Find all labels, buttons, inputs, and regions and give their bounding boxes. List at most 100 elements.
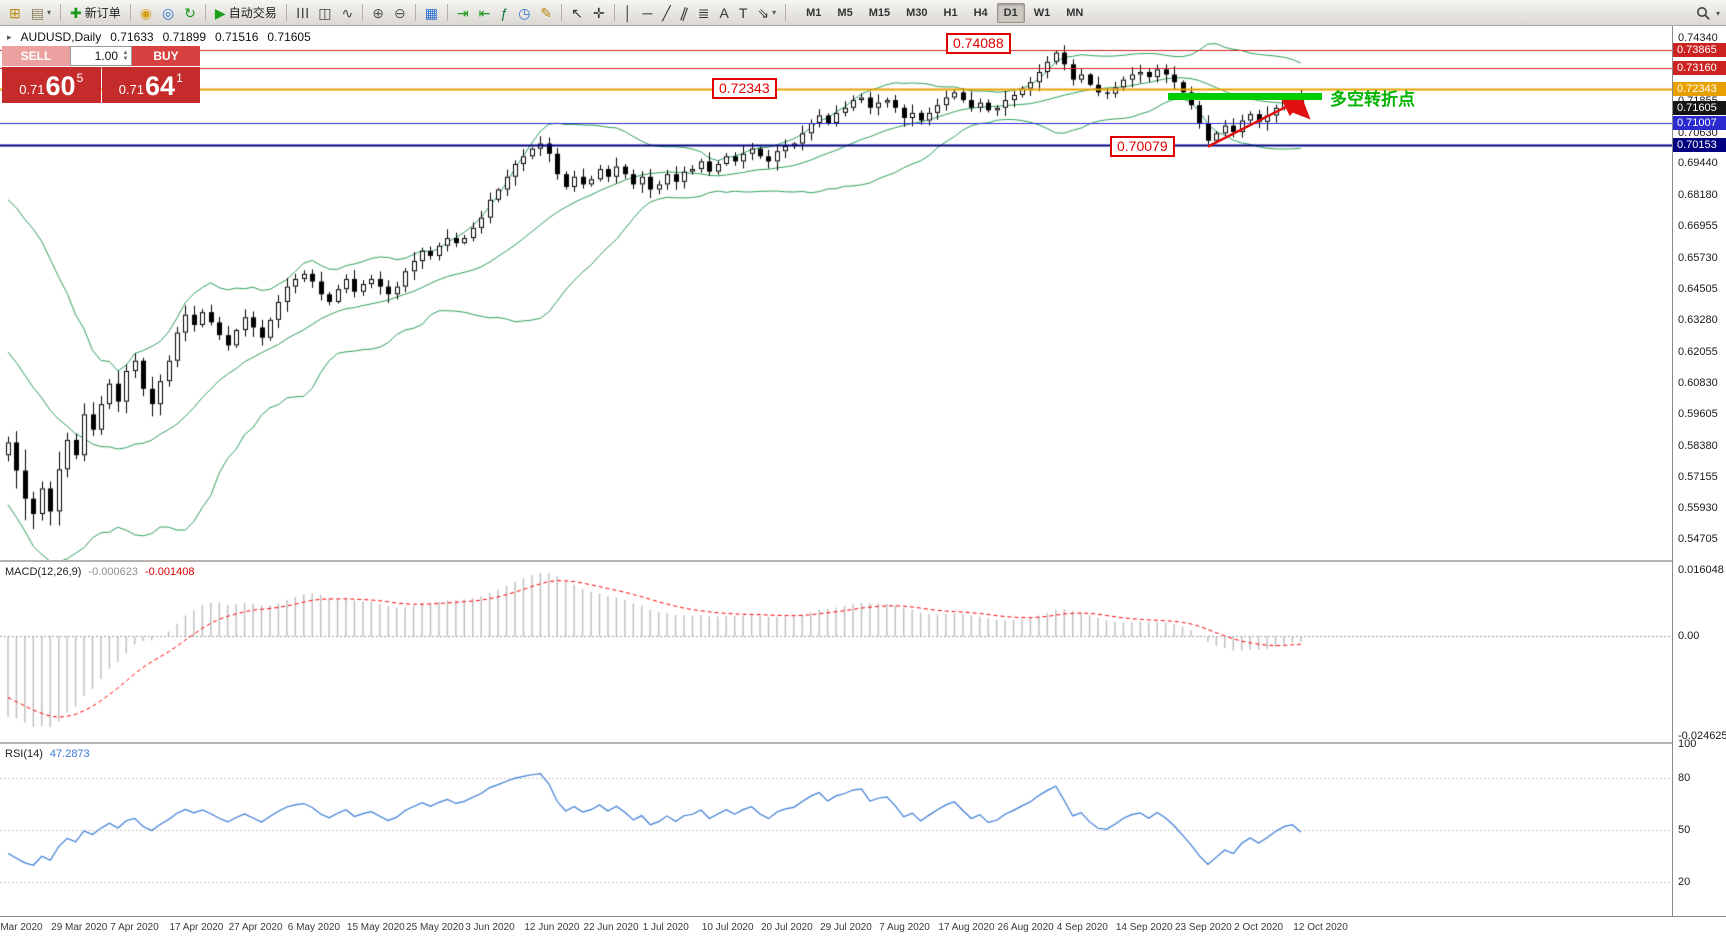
deposit-icon[interactable]: ◉ xyxy=(135,1,157,24)
cursor-icon[interactable]: ↖ xyxy=(566,1,588,24)
buy-price-pips: 64 xyxy=(145,71,176,101)
price-scale-label: 0.54705 xyxy=(1678,533,1718,546)
zoom-in-icon[interactable]: ⊕ xyxy=(367,1,389,24)
autotrading-button-label: 自动交易 xyxy=(228,6,277,20)
date-label: 26 Aug 2020 xyxy=(997,922,1054,933)
autoscroll-icon[interactable]: ⇥ xyxy=(452,1,474,24)
volume-field[interactable]: 1.00 ▲ ▼ xyxy=(70,46,132,66)
new-order-button-label: 新订单 xyxy=(84,6,121,20)
indicators-icon[interactable]: ƒ xyxy=(495,1,513,24)
cursor-icon: ↖ xyxy=(571,4,583,21)
fibonacci-icon[interactable]: ≣ xyxy=(693,1,715,24)
sell-button[interactable]: 0.71 60 5 xyxy=(2,67,101,103)
price-scale-label: 0.60830 xyxy=(1678,376,1718,389)
timeframe-d1[interactable]: D1 xyxy=(996,2,1025,23)
candlestick-icon[interactable]: ◫ xyxy=(313,1,336,24)
trendline-icon[interactable]: ╱ xyxy=(657,1,675,24)
bar-chart-icon[interactable]: ☰ xyxy=(291,1,314,24)
ohlc-close: 0.71605 xyxy=(267,30,311,44)
price-scale[interactable]: 0.743400.718550.706300.694400.681800.669… xyxy=(1672,26,1726,916)
rsi-scale-label: 20 xyxy=(1678,875,1691,888)
panel-splitter[interactable] xyxy=(0,742,1726,744)
price-scale-label: 0.62055 xyxy=(1678,345,1718,358)
ohlc-high: 0.71899 xyxy=(162,30,206,44)
chart-shift-icon[interactable]: ⇤ xyxy=(474,1,496,24)
macd-main-value: -0.000623 xyxy=(88,566,138,578)
toolbar-separator xyxy=(362,4,364,21)
volume-down-icon[interactable]: ▼ xyxy=(122,56,129,62)
crosshair-icon[interactable]: ✛ xyxy=(588,1,610,24)
volume-input[interactable]: 1.00 xyxy=(94,49,118,63)
main-chart-canvas[interactable] xyxy=(0,26,1672,560)
date-label: 2 Oct 2020 xyxy=(1234,922,1284,933)
date-label: 15 May 2020 xyxy=(346,922,405,933)
metaeditor-icon[interactable]: ✎ xyxy=(535,1,557,24)
zoom-out-icon[interactable]: ⊖ xyxy=(389,1,411,24)
sell-header[interactable]: SELL xyxy=(2,46,70,66)
timeframe-mn[interactable]: MN xyxy=(1066,6,1084,19)
price-scale-label: 0.63280 xyxy=(1678,314,1718,327)
dropdown-caret-icon: ▾ xyxy=(46,8,51,17)
line-chart-icon: ∿ xyxy=(341,4,354,21)
zoom-in-icon: ⊕ xyxy=(372,4,384,21)
support-resistance-zone[interactable] xyxy=(1168,92,1322,100)
label-icon: T xyxy=(738,4,748,21)
label-icon[interactable]: T xyxy=(734,1,753,24)
macd-indicator-canvas[interactable] xyxy=(0,562,1672,742)
price-scale-label: 0.74340 xyxy=(1678,31,1718,44)
price-tag: 0.70153 xyxy=(1673,137,1726,152)
bar-chart-icon: ☰ xyxy=(293,6,310,19)
deposit-icon: ◉ xyxy=(139,4,152,21)
vertical-line-icon[interactable]: │ xyxy=(619,1,638,24)
rsi-indicator-canvas[interactable] xyxy=(0,744,1672,916)
price-callout[interactable]: 0.74088 xyxy=(946,33,1011,55)
date-label: 23 Sep 2020 xyxy=(1175,922,1232,933)
toolbar-right-group: ▾ xyxy=(1696,0,1720,26)
panel-splitter[interactable] xyxy=(0,560,1726,562)
price-callout[interactable]: 0.70079 xyxy=(1110,135,1175,157)
community-icon: ◎ xyxy=(161,4,175,21)
timeframe-m5[interactable]: M5 xyxy=(837,6,853,19)
timeframe-w1[interactable]: W1 xyxy=(1033,6,1051,19)
profiles-icon: ▤ xyxy=(30,4,44,21)
horizontal-line-icon[interactable]: ─ xyxy=(637,1,657,24)
volume-up-icon[interactable]: ▲ xyxy=(122,50,129,56)
arrows-icon[interactable]: ⇘ ▾ xyxy=(752,1,781,24)
symbol-search-icon[interactable] xyxy=(1696,6,1711,21)
profiles-icon[interactable]: ▤ ▾ xyxy=(26,1,56,24)
dropdown-caret-icon: ▾ xyxy=(772,8,777,17)
sell-price-pips: 60 xyxy=(45,71,76,101)
timeframe-h1[interactable]: H1 xyxy=(943,6,958,19)
tile-windows-icon[interactable]: ▦ xyxy=(420,1,443,24)
price-callout[interactable]: 0.72343 xyxy=(712,77,777,99)
new-order-button[interactable]: ✚ 新订单 xyxy=(65,1,126,24)
buy-header[interactable]: BUY xyxy=(132,46,200,66)
timeframe-m1[interactable]: M1 xyxy=(806,6,822,19)
timeframe-m30[interactable]: M30 xyxy=(906,6,928,19)
timeframe-m15[interactable]: M15 xyxy=(868,6,891,19)
chart-collapse-icon[interactable]: ▸ xyxy=(7,31,12,42)
rsi-scale-label: 100 xyxy=(1678,738,1697,750)
ohlc-low: 0.71516 xyxy=(215,30,259,44)
rsi-scale-label: 50 xyxy=(1678,824,1691,836)
toolbar-separator xyxy=(613,4,615,21)
new-chart-icon[interactable]: ⊞ xyxy=(4,1,26,24)
text-icon[interactable]: A xyxy=(714,1,733,24)
date-label: 29 Mar 2020 xyxy=(51,922,108,933)
refresh-icon[interactable]: ↻ xyxy=(179,1,201,24)
toolbar-separator xyxy=(129,4,131,21)
macd-signal-value: -0.001408 xyxy=(144,566,195,578)
autotrading-button[interactable]: ▶ 自动交易 xyxy=(210,1,282,24)
community-icon[interactable]: ◎ xyxy=(157,1,179,24)
channel-icon[interactable]: ∥ xyxy=(676,1,693,24)
chart-shift-icon: ⇤ xyxy=(478,4,491,21)
autotrading-button-icon: ▶ xyxy=(214,4,226,21)
line-chart-icon[interactable]: ∿ xyxy=(337,1,359,24)
periods-icon[interactable]: ◷ xyxy=(513,1,535,24)
buy-button[interactable]: 0.71 64 1 xyxy=(101,67,200,103)
timeframe-h4[interactable]: H4 xyxy=(973,6,988,19)
rsi-value: 47.2873 xyxy=(49,748,90,760)
toolbar-overflow-caret-icon[interactable]: ▾ xyxy=(1715,8,1720,18)
macd-label: MACD(12,26,9) -0.000623 -0.001408 xyxy=(5,566,195,578)
